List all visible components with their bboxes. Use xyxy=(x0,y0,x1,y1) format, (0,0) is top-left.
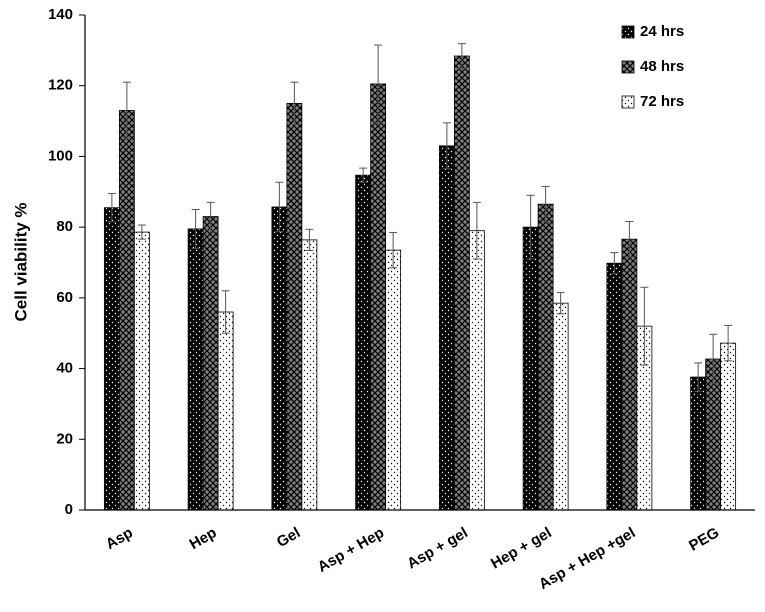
error-bar xyxy=(526,194,535,260)
error-bar xyxy=(442,122,451,170)
bar xyxy=(606,262,623,511)
error-bar xyxy=(359,167,368,183)
error-bar xyxy=(206,201,215,232)
bar xyxy=(468,230,485,511)
error-bar xyxy=(122,81,131,140)
error-bar xyxy=(374,44,383,124)
error-bar xyxy=(107,193,116,223)
bar xyxy=(385,249,402,511)
error-bar xyxy=(137,224,146,240)
y-tick-label: 60 xyxy=(56,289,73,306)
bar xyxy=(690,376,707,511)
y-tick-label: 100 xyxy=(48,147,73,164)
bar xyxy=(438,145,455,511)
error-bar xyxy=(709,333,718,385)
bar xyxy=(453,55,470,511)
legend-swatch xyxy=(621,25,635,39)
bar xyxy=(103,207,120,511)
error-bar xyxy=(625,220,634,258)
x-tick-label: Gel xyxy=(274,524,303,551)
error-bar xyxy=(305,228,314,251)
x-tick-label: Asp + gel xyxy=(404,524,471,572)
legend-label: 24 hrs xyxy=(640,23,684,40)
bar xyxy=(301,239,318,511)
error-bar xyxy=(191,208,200,249)
y-tick-label: 20 xyxy=(56,430,73,447)
bar xyxy=(522,226,539,511)
bar xyxy=(720,342,737,511)
y-tick-label: 0 xyxy=(65,501,73,518)
y-tick-label: 40 xyxy=(56,360,73,377)
error-bar xyxy=(457,43,466,69)
legend-label: 48 hrs xyxy=(640,58,684,75)
x-tick-label: Hep + gel xyxy=(488,524,555,572)
x-tick-label: PEG xyxy=(686,524,722,555)
bar xyxy=(552,302,569,511)
y-tick-label: 140 xyxy=(48,6,73,23)
bar xyxy=(537,203,554,511)
x-tick-label: Hep xyxy=(187,524,220,553)
error-bar xyxy=(640,286,649,366)
error-bar xyxy=(472,201,481,260)
bar xyxy=(202,216,219,511)
bar xyxy=(187,228,204,511)
error-bar xyxy=(221,290,230,334)
bar xyxy=(355,174,372,511)
bar xyxy=(133,231,150,511)
bar xyxy=(370,83,387,511)
x-tick-label: Asp + Hep xyxy=(315,524,387,576)
x-tick-label: Asp xyxy=(103,524,136,553)
error-bar xyxy=(556,292,565,315)
legend-label: 72 hrs xyxy=(640,93,684,110)
legend-swatch xyxy=(621,60,635,74)
bar xyxy=(118,110,135,511)
legend-swatch xyxy=(621,95,635,109)
error-bar xyxy=(610,252,619,275)
y-tick-label: 80 xyxy=(56,218,73,235)
bar xyxy=(271,206,288,511)
y-tick-label: 120 xyxy=(48,77,73,94)
error-bar xyxy=(694,362,703,392)
error-bar xyxy=(290,81,299,126)
bar xyxy=(621,238,638,511)
bar xyxy=(286,102,303,511)
error-bar xyxy=(724,324,733,362)
bar xyxy=(217,311,234,511)
y-axis-label: Cell viability % xyxy=(11,202,30,321)
error-bar xyxy=(541,185,550,223)
error-bar xyxy=(275,181,284,233)
error-bar xyxy=(389,231,398,269)
